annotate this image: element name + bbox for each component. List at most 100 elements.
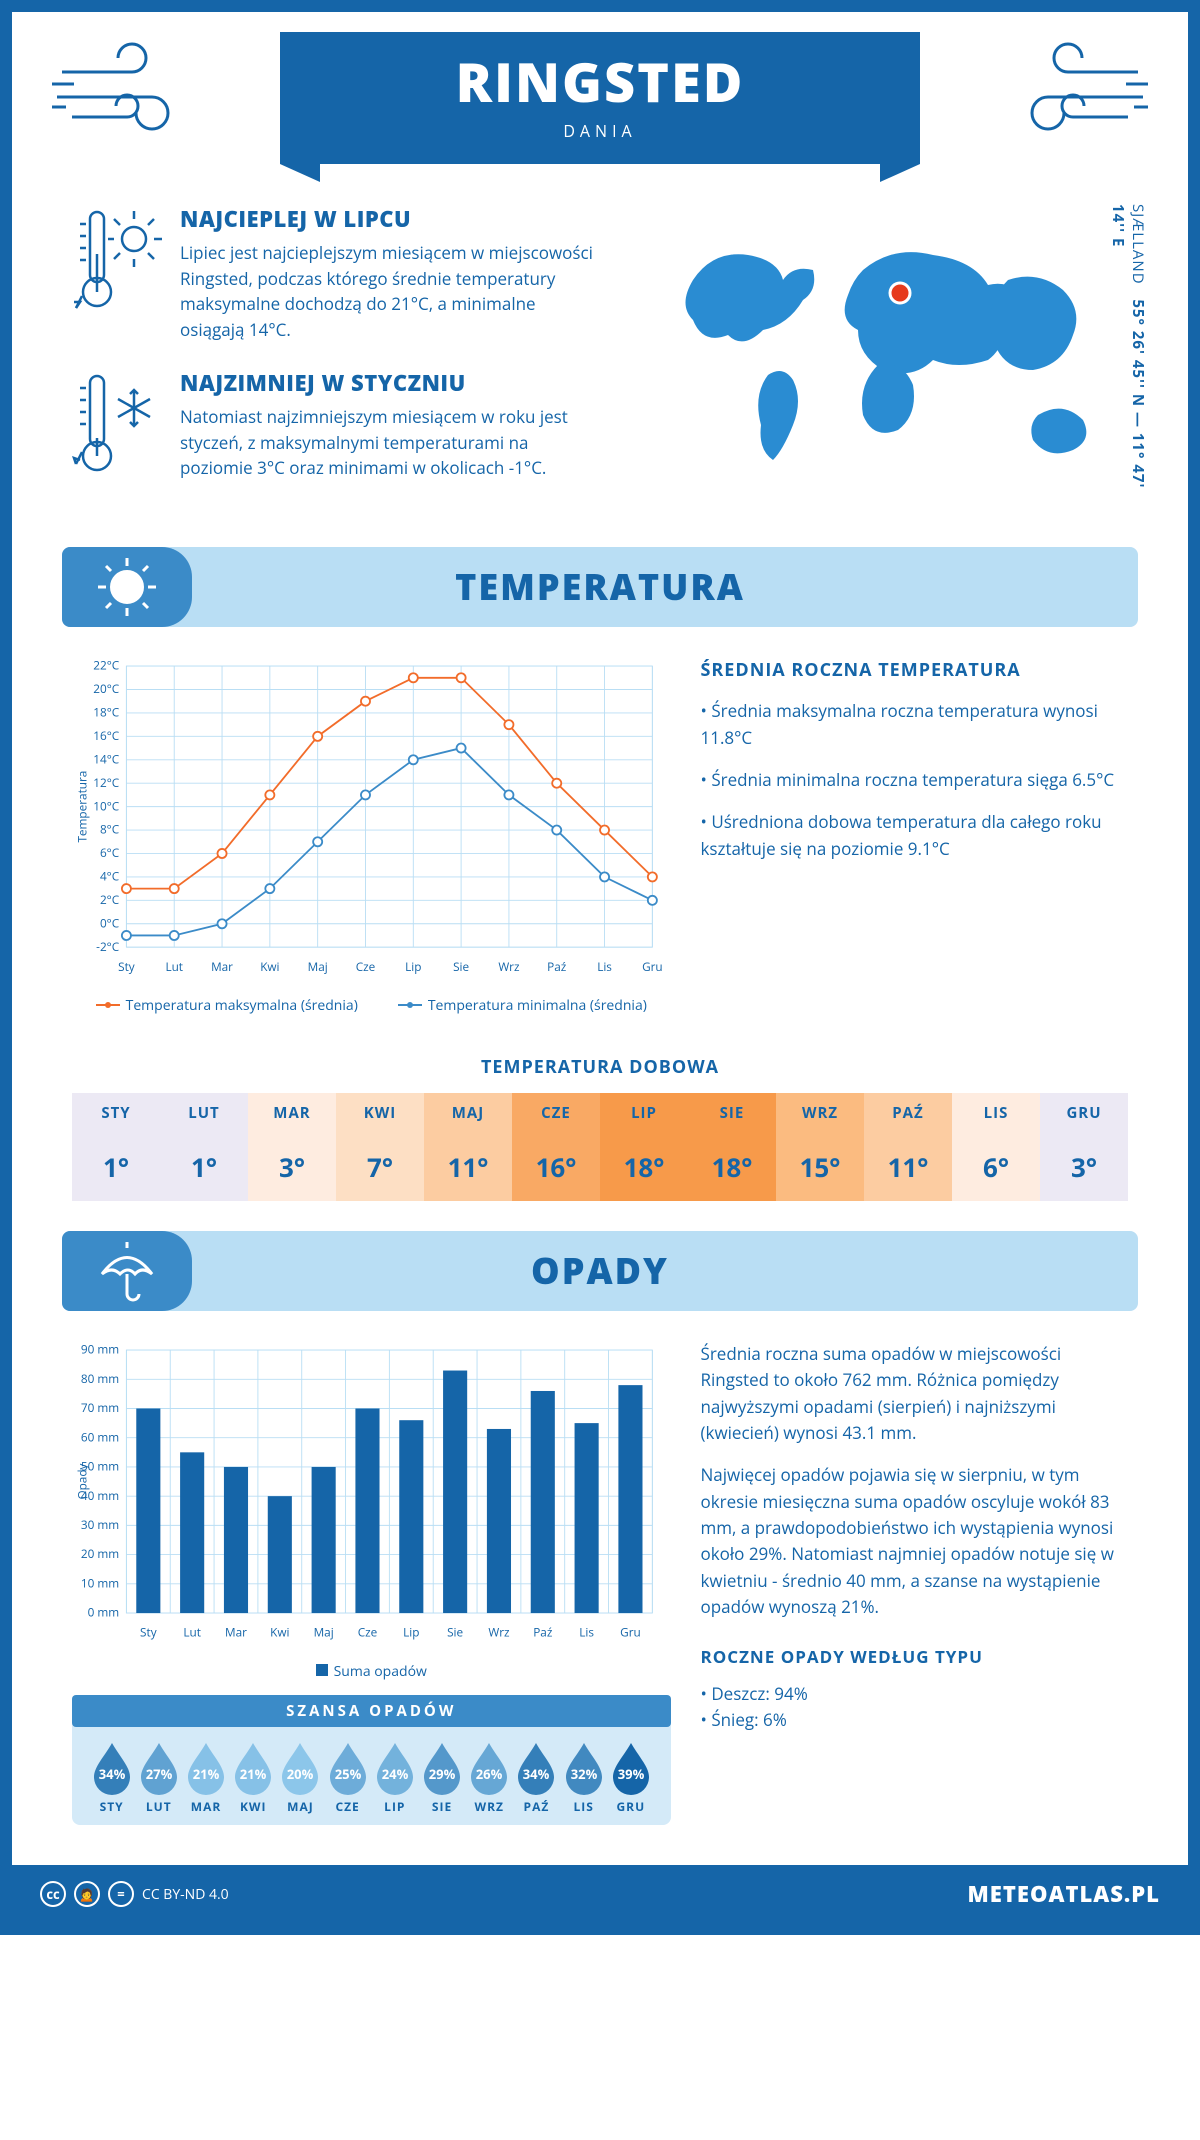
thermometer-snow-icon (72, 368, 162, 478)
precip-chart-legend: Suma opadów (72, 1662, 671, 1681)
svg-text:20°C: 20°C (93, 681, 119, 697)
svg-text:26%: 26% (476, 1765, 503, 1783)
legend-tmin: Temperatura minimalna (średnia) (398, 996, 647, 1015)
svg-text:Maj: Maj (308, 958, 328, 974)
svg-text:-2°C: -2°C (96, 938, 120, 954)
rain-chance-month: KWI (230, 1798, 277, 1815)
rain-chance-item: 39% GRU (607, 1739, 654, 1815)
svg-text:Sty: Sty (118, 958, 135, 974)
svg-text:10 mm: 10 mm (81, 1575, 119, 1591)
svg-text:6°C: 6°C (100, 845, 120, 861)
svg-text:30 mm: 30 mm (81, 1517, 119, 1533)
daily-temp-month: MAR (248, 1093, 336, 1133)
svg-text:20%: 20% (287, 1765, 314, 1783)
rain-chance-item: 34% STY (88, 1739, 135, 1815)
city-title: RINGSTED (360, 44, 840, 118)
svg-text:27%: 27% (146, 1765, 173, 1783)
svg-text:12°C: 12°C (93, 774, 119, 790)
svg-text:Lut: Lut (165, 958, 183, 974)
rain-chance-item: 32% LIS (560, 1739, 607, 1815)
svg-text:0 mm: 0 mm (88, 1605, 120, 1621)
daily-temp-month: LUT (160, 1093, 248, 1133)
header: RINGSTED DANIA (12, 12, 1188, 194)
rain-chance-item: 25% CZE (324, 1739, 371, 1815)
rain-chance-item: 29% SIE (418, 1739, 465, 1815)
svg-text:Wrz: Wrz (498, 958, 520, 974)
svg-text:4°C: 4°C (100, 868, 120, 884)
raindrop-icon: 39% (609, 1739, 653, 1795)
umbrella-icon (92, 1236, 162, 1306)
rain-chance-month: LIS (560, 1798, 607, 1815)
rain-chance-box: SZANSA OPADÓW 34% STY 27% LUT 21% MAR 21… (72, 1695, 671, 1825)
cc-icon: cc (40, 1881, 66, 1907)
svg-text:32%: 32% (570, 1765, 597, 1783)
daily-temp-value: 1° (160, 1133, 248, 1201)
daily-temp-value: 11° (864, 1133, 952, 1201)
svg-text:Temperatura: Temperatura (75, 770, 91, 842)
daily-temp-value: 3° (1040, 1133, 1128, 1201)
rain-chance-month: LIP (371, 1798, 418, 1815)
daily-temp-value: 6° (952, 1133, 1040, 1201)
daily-temp-value: 15° (776, 1133, 864, 1201)
svg-text:Wrz: Wrz (488, 1625, 510, 1641)
temperature-line-chart: -2°C0°C2°C4°C6°C8°C10°C12°C14°C16°C18°C2… (72, 657, 671, 1015)
svg-text:2°C: 2°C (100, 891, 120, 907)
wind-deco-left-icon (52, 42, 192, 142)
daily-temp-value: 3° (248, 1133, 336, 1201)
precip-summary: Średnia roczna suma opadów w miejscowośc… (671, 1341, 1129, 1825)
svg-text:Mar: Mar (225, 1625, 247, 1641)
sun-icon (92, 552, 162, 622)
svg-text:Mar: Mar (211, 958, 233, 974)
svg-text:90 mm: 90 mm (81, 1342, 119, 1358)
daily-temp-table: STYLUTMARKWIMAJCZELIPSIEWRZPAŹLISGRU1°1°… (72, 1093, 1128, 1201)
rain-chance-item: 24% LIP (371, 1739, 418, 1815)
svg-text:Kwi: Kwi (270, 1625, 289, 1641)
wind-deco-right-icon (1008, 42, 1148, 142)
intro-section: NAJCIEPLEJ W LIPCU Lipiec jest najcieple… (12, 194, 1188, 537)
legend-precip: Suma opadów (316, 1662, 427, 1681)
fact-coldest: NAJZIMNIEJ W STYCZNIU Natomiast najzimni… (72, 368, 648, 481)
svg-text:Kwi: Kwi (260, 958, 279, 974)
raindrop-icon: 27% (137, 1739, 181, 1795)
svg-text:Lis: Lis (579, 1625, 594, 1641)
section-precip-title: OPADY (192, 1246, 1138, 1295)
nd-icon: = (108, 1881, 134, 1907)
svg-text:34%: 34% (523, 1765, 550, 1783)
raindrop-icon: 32% (562, 1739, 606, 1795)
rain-chance-item: 27% LUT (135, 1739, 182, 1815)
license-text: CC BY-ND 4.0 (142, 1885, 229, 1904)
legend-tmax: Temperatura maksymalna (średnia) (96, 996, 358, 1015)
rain-chance-item: 21% KWI (230, 1739, 277, 1815)
svg-text:39%: 39% (618, 1765, 645, 1783)
raindrop-icon: 34% (514, 1739, 558, 1795)
svg-text:21%: 21% (193, 1765, 220, 1783)
rain-chance-month: CZE (324, 1798, 371, 1815)
svg-text:14°C: 14°C (93, 751, 119, 767)
svg-text:18°C: 18°C (93, 704, 119, 720)
rain-chance-month: WRZ (466, 1798, 513, 1815)
by-icon: 🙍 (74, 1881, 100, 1907)
svg-text:22°C: 22°C (93, 657, 119, 673)
raindrop-icon: 34% (90, 1739, 134, 1795)
svg-text:Cze: Cze (358, 1625, 378, 1641)
raindrop-icon: 20% (278, 1739, 322, 1795)
svg-text:Gru: Gru (642, 958, 663, 974)
rain-chance-item: 20% MAJ (277, 1739, 324, 1815)
svg-text:20 mm: 20 mm (81, 1546, 119, 1562)
fact-coldest-title: NAJZIMNIEJ W STYCZNIU (180, 368, 600, 398)
rain-chance-title: SZANSA OPADÓW (72, 1695, 671, 1727)
rain-chance-item: 26% WRZ (466, 1739, 513, 1815)
site-name: METEOATLAS.PL (968, 1879, 1160, 1909)
section-precip-icon-tab (62, 1231, 192, 1311)
temp-chart-legend: Temperatura maksymalna (średnia) Tempera… (72, 996, 671, 1015)
svg-text:Maj: Maj (314, 1625, 334, 1641)
daily-temp-month: PAŹ (864, 1093, 952, 1133)
svg-text:Paź: Paź (547, 958, 567, 974)
world-map-icon (648, 225, 1128, 485)
daily-temp-value: 16° (512, 1133, 600, 1201)
section-temperature-icon-tab (62, 547, 192, 627)
raindrop-icon: 21% (231, 1739, 275, 1795)
intro-facts: NAJCIEPLEJ W LIPCU Lipiec jest najcieple… (72, 204, 648, 507)
thermometer-sun-icon (72, 204, 162, 314)
coords-region: SJÆLLAND (1128, 204, 1148, 285)
